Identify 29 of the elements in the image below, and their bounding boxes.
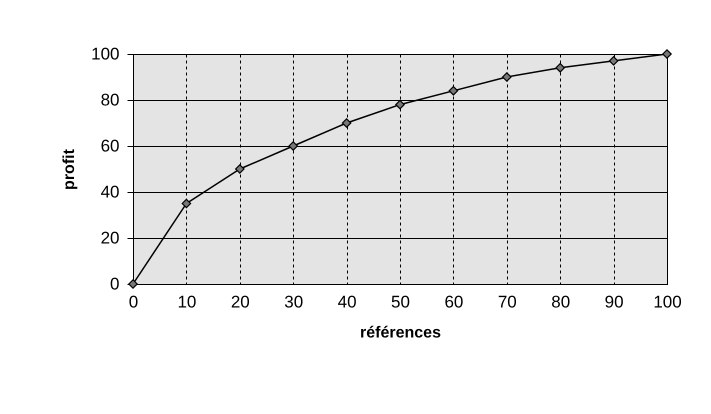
point: [555, 63, 565, 73]
x-tick-label: 50: [391, 292, 410, 312]
point: [662, 49, 672, 59]
x-tick-label: 20: [230, 292, 250, 312]
x-tick-label: 10: [177, 292, 196, 312]
point: [342, 118, 352, 128]
y-tick-label: 0: [110, 274, 120, 294]
point: [395, 100, 405, 110]
y-tick-label: 40: [100, 182, 120, 202]
point: [448, 86, 458, 96]
y-tick-label: 60: [100, 136, 120, 156]
point: [235, 164, 245, 174]
x-tick-label: 40: [338, 292, 357, 312]
y-tick-label: 20: [100, 228, 120, 248]
x-tick-label: 90: [604, 292, 624, 312]
x-tick-label: 80: [551, 292, 570, 312]
x-tick-label: 30: [284, 292, 304, 312]
point: [182, 198, 192, 208]
x-tick-label: 70: [498, 292, 517, 312]
point: [608, 56, 618, 66]
x-tick-label: 100: [653, 292, 682, 312]
x-tick-label: 0: [128, 292, 138, 312]
y-axis-title: profit: [61, 148, 78, 190]
y-tick-label: 80: [100, 90, 120, 110]
point: [288, 141, 298, 151]
x-tick-label: 60: [444, 292, 464, 312]
x-axis-title: références: [360, 324, 442, 342]
y-tick-label: 100: [91, 44, 120, 64]
point: [502, 72, 512, 82]
